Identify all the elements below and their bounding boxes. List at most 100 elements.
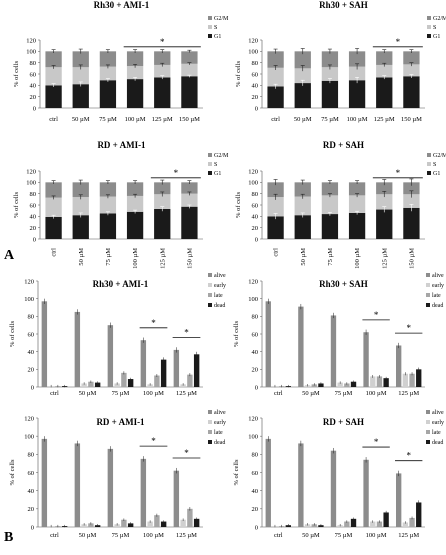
chart4-ylabel: % of cells [235, 192, 242, 218]
chart3-xtick-label: 125 µM [159, 248, 166, 269]
chart1-bar-S-0 [45, 67, 62, 86]
chart7-xtick-label: 125 µM [176, 532, 197, 539]
chart4-legend-label: S [433, 162, 436, 168]
chart1-bar-G2M-5 [181, 51, 198, 64]
chart7-significance-star: * [151, 436, 156, 446]
chart2-ytick-label: 80 [252, 60, 259, 67]
chart6-legend-label: alive [432, 273, 444, 279]
chart6-bar-alive-4 [396, 345, 402, 387]
chart5-xtick-label: 50 µM [79, 390, 97, 397]
chart2-legend-swatch-G1 [427, 34, 431, 38]
chart7-legend-swatch-dead [208, 440, 212, 444]
chart8-bar-late-2 [344, 521, 350, 527]
chart3-title: RD + AMI-1 [97, 140, 146, 150]
chart4-bar-G1-3 [348, 212, 366, 239]
chart8-significance-star: * [406, 451, 411, 461]
chart6-bar-late-3 [376, 376, 383, 387]
chart4-ytick-label: 80 [252, 191, 259, 198]
chart3-bar-G1-0 [45, 216, 62, 239]
chart1-bar-G1-2 [99, 80, 117, 108]
chart8-ytick-label: 0 [255, 524, 258, 531]
chart7-legend-swatch-early [208, 420, 212, 424]
chart4-bar-G2M-5 [403, 182, 420, 195]
chart6-legend-swatch-early [426, 283, 430, 287]
chart2-legend-swatch-S [427, 25, 431, 29]
chart2-xtick-label: 150 µM [401, 116, 422, 123]
chart5-bar-alive-4 [173, 349, 180, 387]
chart1-xtick-label: 125 µM [152, 116, 173, 123]
chart2-bar-G2M-3 [348, 51, 366, 67]
chart6-bar-late-1 [311, 384, 317, 387]
chart7-ytick-label: 0 [31, 524, 34, 531]
chart6-legend-label: early [432, 283, 444, 289]
chart7-legend-label: late [214, 430, 223, 436]
chart7-xtick-label: 100 µM [143, 532, 164, 539]
chart7-bar-alive-0 [41, 438, 48, 527]
chart3-ytick-label: 120 [26, 168, 36, 175]
chart3-ytick-label: 40 [30, 214, 37, 221]
chart8-ytick-label: 40 [252, 488, 259, 495]
chart3-bar-G1-4 [154, 208, 171, 239]
chart3-xtick-label: 50 µM [78, 248, 85, 266]
chart2-bar-G1-4 [376, 77, 393, 108]
chart8-significance-star: * [374, 437, 379, 447]
chart6-bar-late-2 [344, 383, 350, 387]
chart5-ytick-label: 60 [28, 331, 35, 338]
chart8-ytick-label: 100 [248, 433, 258, 440]
chart6-legend-swatch-late [426, 293, 430, 297]
chart1-title: Rh30 + AMI-1 [94, 0, 150, 10]
chart5-bar-early-3 [147, 384, 153, 387]
chart4-bar-S-3 [348, 195, 366, 213]
chart7-legend-label: early [214, 420, 226, 426]
chart6-ytick-label: 20 [252, 367, 259, 374]
chart7-bar-dead-2 [127, 523, 134, 527]
chart5-xtick-label: ctrl [50, 390, 59, 397]
chart4-bar-G1-4 [376, 209, 393, 239]
chart8-bar-alive-3 [363, 459, 369, 527]
chart2-bar-G2M-4 [376, 51, 393, 65]
chart4-bar-G2M-3 [348, 182, 366, 196]
chart2-bar-S-5 [403, 64, 420, 77]
chart4-legend-swatch-G1 [427, 171, 431, 175]
chart1-bar-S-1 [72, 67, 89, 85]
chart4-bar-G1-2 [321, 214, 339, 239]
chart6-ytick-label: 60 [252, 331, 259, 338]
chart5-bar-alive-2 [107, 325, 114, 387]
chart8-ytick-label: 20 [252, 506, 259, 513]
chart1-legend-label: G1 [214, 34, 221, 40]
chart1-ytick-label: 40 [30, 83, 37, 90]
chart3-legend-label: S [214, 162, 217, 168]
chart6-bar-early-3 [370, 376, 376, 387]
chart1-legend-label: S [214, 25, 217, 31]
chart8-bar-alive-1 [298, 443, 304, 527]
chart5-legend-label: late [214, 293, 223, 299]
chart6-title: Rh30 + SAH [319, 279, 368, 289]
chart3-legend-swatch-S [208, 162, 212, 166]
chart7-bar-late-4 [187, 508, 193, 527]
chart2-bar-G2M-0 [267, 51, 284, 68]
chart2-ytick-label: 120 [248, 37, 258, 44]
chart3-bar-S-1 [72, 197, 89, 216]
chart1-ytick-label: 100 [26, 49, 36, 56]
chart3-xtick-label: 100 µM [132, 248, 139, 269]
chart2-bar-G1-0 [267, 86, 284, 108]
chart7-legend-label: dead [214, 440, 225, 446]
chart8-bar-late-3 [376, 521, 383, 527]
chart6-xtick-label: 125 µM [398, 390, 419, 397]
chart4-bar-G2M-2 [321, 182, 339, 196]
chart8-bar-early-3 [370, 521, 376, 527]
chart5-title: Rh30 + AMI-1 [93, 279, 149, 289]
chart8-bar-late-1 [311, 524, 317, 527]
chart3-ytick-label: 0 [33, 236, 36, 243]
chart6-bar-dead-4 [416, 369, 422, 387]
chart2-bar-G1-1 [294, 83, 311, 108]
chart3-xtick-label: 150 µM [186, 248, 193, 269]
chart4-xtick-label: 75 µM [327, 248, 334, 266]
chart4-xtick-label: 100 µM [354, 248, 361, 269]
chart2-xtick-label: 75 µM [321, 116, 339, 123]
chart4-bar-S-1 [294, 196, 311, 216]
chart8-xtick-label: 125 µM [398, 532, 419, 539]
chart5-ytick-label: 40 [28, 349, 35, 356]
chart3-bar-S-0 [45, 197, 62, 217]
